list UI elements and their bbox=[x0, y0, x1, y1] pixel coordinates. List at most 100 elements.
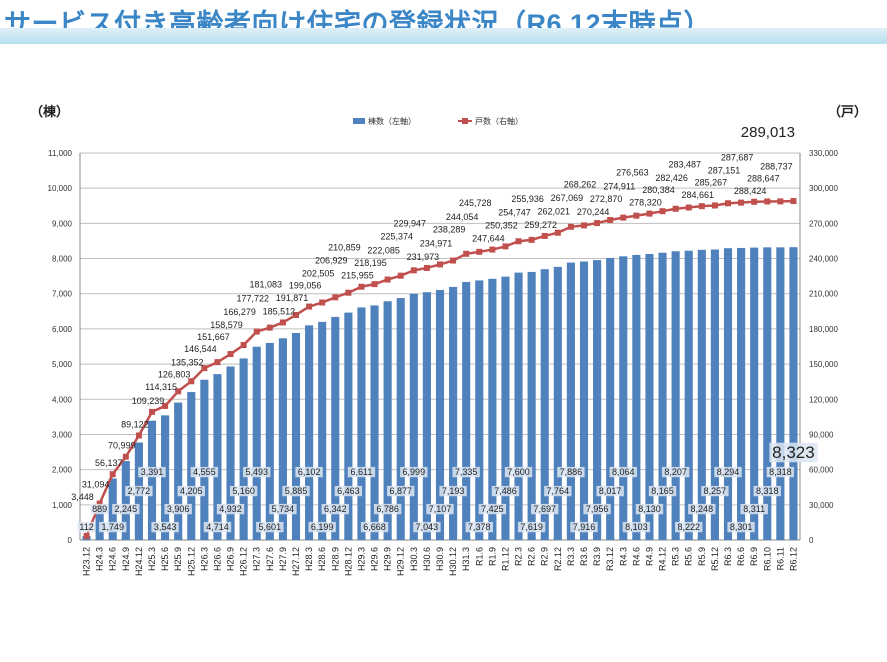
line-data-label: 234,971 bbox=[420, 238, 453, 248]
bar-data-label-box bbox=[321, 503, 349, 515]
bar-data-label: 6,999 bbox=[403, 467, 426, 477]
bar-data-label: 5,885 bbox=[285, 486, 308, 496]
line-marker bbox=[201, 365, 208, 372]
x-tick-label: H29.12 bbox=[396, 547, 406, 576]
bar-data-label: 6,877 bbox=[389, 486, 412, 496]
bar-data-label-box bbox=[688, 503, 716, 515]
line-marker bbox=[227, 351, 234, 358]
x-tick-label: H30.9 bbox=[435, 547, 445, 571]
line-data-label: 287,151 bbox=[708, 165, 741, 175]
bar-data-label: 4,555 bbox=[193, 467, 216, 477]
bar bbox=[632, 254, 641, 540]
bar bbox=[422, 292, 431, 540]
bar bbox=[462, 281, 471, 540]
bar bbox=[579, 261, 589, 540]
bar-data-label: 6,668 bbox=[363, 522, 386, 532]
line-data-label: 288,737 bbox=[760, 161, 793, 171]
bar-data-label: 7,193 bbox=[442, 486, 465, 496]
line-marker bbox=[463, 250, 470, 257]
bar-data-label-box bbox=[452, 466, 480, 478]
line-marker bbox=[607, 216, 614, 223]
line-marker bbox=[358, 283, 365, 290]
bar bbox=[514, 272, 523, 540]
bar-data-label: 889 bbox=[92, 504, 107, 514]
bar bbox=[671, 251, 680, 540]
bar-data-label: 8,103 bbox=[625, 522, 648, 532]
line-data-label: 262,021 bbox=[538, 207, 571, 217]
line-marker bbox=[266, 324, 273, 331]
bar-data-label-box bbox=[256, 521, 284, 533]
line-data-label: 70,999 bbox=[108, 441, 136, 451]
y-left-tick-label: 0 bbox=[68, 536, 73, 545]
bar bbox=[344, 312, 353, 540]
line-marker bbox=[646, 210, 653, 217]
line-marker bbox=[633, 212, 640, 219]
line-marker bbox=[764, 198, 771, 205]
bar-data-label: 4,714 bbox=[206, 522, 229, 532]
bar bbox=[291, 332, 301, 540]
x-tick-label: H24.3 bbox=[95, 547, 105, 571]
x-tick-label: R5.12 bbox=[710, 547, 720, 571]
line-marker bbox=[135, 432, 142, 439]
bar bbox=[161, 415, 170, 540]
y-right-axis-label: （戸） bbox=[828, 104, 867, 119]
line-marker bbox=[777, 198, 784, 205]
bar-data-label: 5,734 bbox=[272, 504, 295, 514]
bar bbox=[187, 392, 196, 540]
x-tick-label: H24.6 bbox=[108, 547, 118, 571]
bar-data-label-box bbox=[334, 485, 363, 497]
y-right-tick-label: 210,000 bbox=[809, 290, 838, 299]
bar bbox=[331, 316, 340, 540]
bar-data-label-box bbox=[282, 485, 310, 497]
line-marker bbox=[698, 203, 705, 210]
bar-data-label: 5,160 bbox=[232, 486, 255, 496]
bar-data-label: 6,611 bbox=[351, 467, 373, 477]
line-marker bbox=[515, 238, 522, 245]
bar bbox=[776, 247, 785, 540]
bar bbox=[540, 269, 549, 540]
bar-data-label-box bbox=[753, 485, 781, 497]
line-marker bbox=[581, 222, 587, 229]
bar-data-label: 8,323 bbox=[772, 443, 815, 462]
bar-data-label: 5,601 bbox=[259, 522, 282, 532]
x-tick-label: H25.3 bbox=[147, 547, 157, 571]
bar-data-label: 112 bbox=[79, 522, 93, 532]
y-right-tick-label: 240,000 bbox=[809, 255, 838, 264]
bar-data-label-box bbox=[769, 442, 818, 463]
bar bbox=[357, 307, 366, 540]
line-data-label: 215,955 bbox=[341, 271, 374, 281]
x-tick-label: H27.6 bbox=[265, 547, 275, 571]
line-marker bbox=[122, 453, 129, 460]
x-tick-label: H29.3 bbox=[356, 547, 366, 571]
line-data-label: 126,803 bbox=[158, 369, 191, 379]
y-left-tick-label: 5,000 bbox=[52, 360, 73, 369]
bar bbox=[645, 253, 654, 541]
bar-data-label-box bbox=[622, 521, 651, 533]
line-data-label: 287,687 bbox=[721, 153, 754, 163]
bar-data-label-box bbox=[675, 521, 703, 533]
x-tick-label: R4.9 bbox=[644, 547, 654, 566]
y-right-tick-label: 30,000 bbox=[809, 501, 834, 510]
bar-data-label: 8,017 bbox=[599, 486, 622, 496]
bar bbox=[619, 256, 628, 540]
bar bbox=[252, 346, 261, 540]
bar-data-label: 7,886 bbox=[560, 467, 583, 477]
line-data-label: 283,487 bbox=[668, 160, 701, 170]
bar-data-label-box bbox=[400, 466, 428, 478]
bar-data-label-box bbox=[766, 466, 795, 478]
bar bbox=[409, 293, 418, 540]
x-tick-label: H31.3 bbox=[461, 547, 471, 571]
line-data-label: 284,661 bbox=[682, 190, 715, 200]
line-data-label: 285,267 bbox=[695, 177, 728, 187]
x-tick-label: R1.9 bbox=[487, 547, 497, 566]
y-right-tick-label: 180,000 bbox=[809, 325, 838, 334]
x-tick-label: R6.11 bbox=[775, 547, 785, 570]
bar-data-label-box bbox=[360, 521, 389, 533]
y-left-tick-label: 1,000 bbox=[52, 501, 73, 510]
line-marker bbox=[306, 303, 313, 310]
bar-data-label: 8,257 bbox=[704, 486, 727, 496]
line-marker bbox=[725, 200, 731, 207]
bar-data-label-box bbox=[596, 485, 624, 497]
line-marker bbox=[188, 378, 195, 385]
